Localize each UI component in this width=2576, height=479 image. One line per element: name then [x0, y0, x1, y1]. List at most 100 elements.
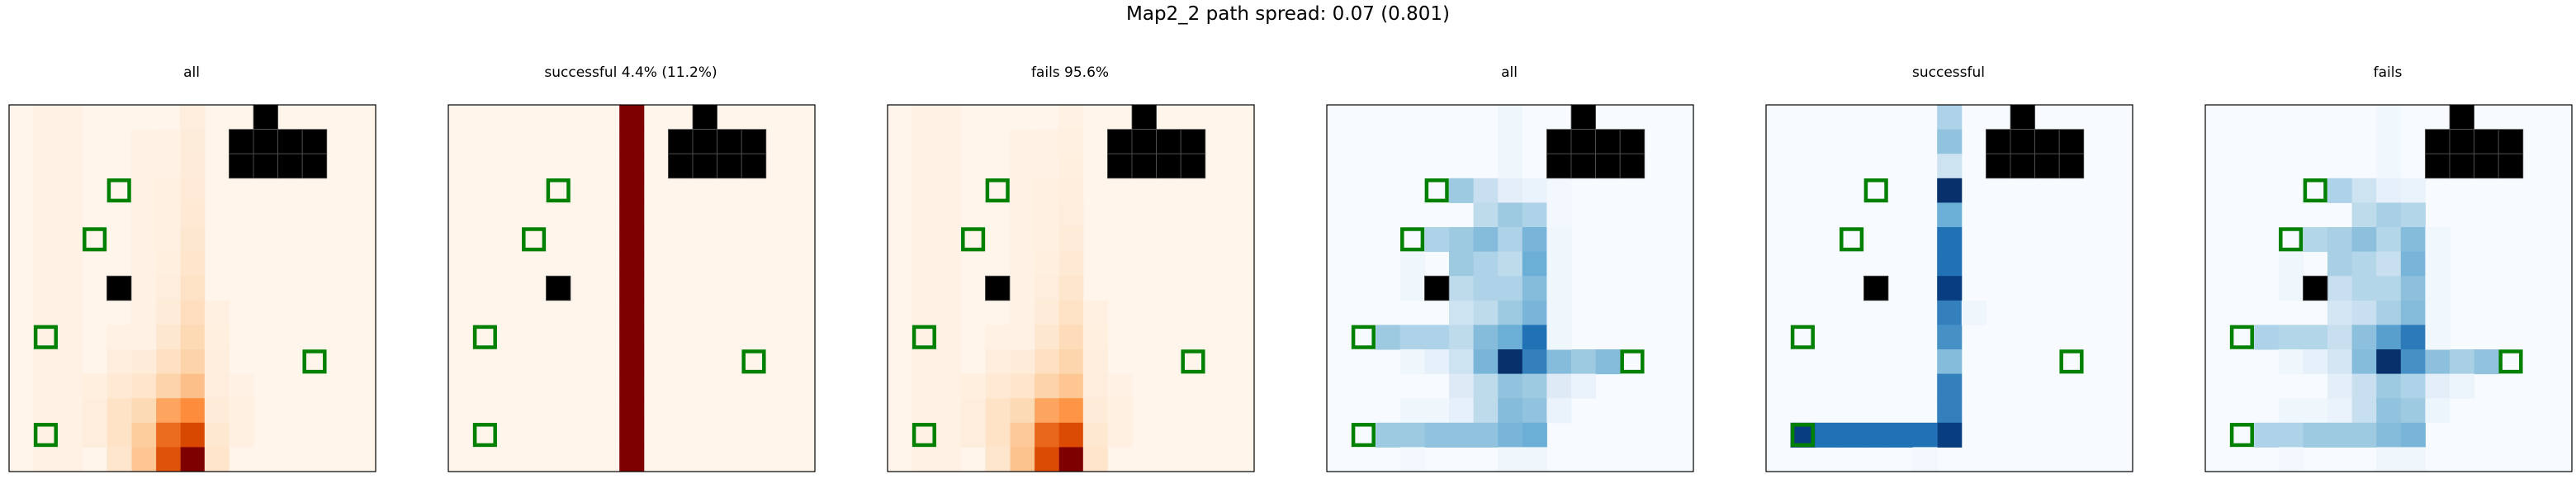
heatmap-cell [936, 129, 962, 154]
goal-marker [741, 349, 766, 374]
heatmap-cell [204, 422, 230, 448]
heatmap-cell [912, 105, 937, 130]
heatmap-cell [58, 178, 83, 203]
obstacle-cell [667, 153, 694, 179]
heatmap-cell [1034, 227, 1059, 253]
goal-marker [522, 227, 547, 252]
heatmap-cell [619, 129, 645, 154]
heatmap-cell [912, 178, 937, 203]
goal-marker [2279, 227, 2304, 252]
heatmap-cell [1498, 300, 1523, 325]
obstacle-cell [2058, 153, 2085, 179]
heatmap-cell [2376, 422, 2402, 448]
heatmap-cell [1010, 276, 1035, 301]
heatmap-cell [1082, 300, 1108, 325]
heatmap-cell [936, 227, 962, 253]
heatmap-cell [1010, 227, 1035, 253]
heatmap-cell [1912, 422, 1938, 448]
heatmap-cell [2327, 300, 2353, 325]
heatmap-cell [204, 300, 230, 325]
heatmap-cell [985, 398, 1011, 424]
heatmap-cell [204, 373, 230, 399]
obstacle-cell [717, 129, 742, 154]
heatmap-cell [58, 325, 83, 350]
heatmap-cell [936, 398, 962, 424]
obstacle-cell [1106, 153, 1133, 179]
heatmap-cell [1522, 447, 1547, 472]
heatmap-cell [936, 300, 962, 325]
heatmap-cell [33, 227, 59, 253]
heatmap-cell [1522, 422, 1547, 448]
goal-marker [83, 227, 107, 252]
heatmap-cell [619, 276, 645, 301]
goal-marker [33, 423, 58, 448]
plot-frame [447, 104, 816, 472]
heatmap-cell [960, 422, 986, 448]
obstacle-cell [2449, 104, 2475, 130]
heatmap-cell [2450, 373, 2475, 399]
heatmap-cell [2351, 251, 2377, 277]
heatmap-cell [2278, 276, 2304, 301]
heatmap-cell [936, 325, 962, 350]
heatmap-plot [1765, 104, 2133, 472]
heatmap-cell [2400, 325, 2426, 350]
heatmap-cell [1449, 251, 1475, 277]
heatmap-cell [1058, 178, 1084, 203]
obstacle-cell [741, 153, 767, 179]
heatmap-cell [1473, 202, 1499, 228]
heatmap-cell [1082, 422, 1108, 448]
heatmap-cell [936, 154, 962, 179]
heatmap-cell [1058, 227, 1084, 253]
goal-marker [546, 178, 571, 203]
panel-title: successful 4.4% (11.2%) [544, 64, 717, 81]
heatmap-cell [936, 447, 962, 472]
heatmap-plot [8, 104, 376, 472]
heatmap-cell [155, 325, 181, 350]
heatmap-cell [180, 227, 206, 253]
heatmap-cell [155, 178, 181, 203]
heatmap-cell [1937, 422, 1963, 448]
obstacle-cell [1619, 129, 1646, 154]
heatmap-cell [1839, 422, 1864, 448]
heatmap-cell [58, 349, 83, 375]
heatmap-cell [912, 300, 937, 325]
heatmap-cell [33, 373, 59, 399]
heatmap-cell [1473, 251, 1499, 277]
heatmap-cell [1595, 349, 1621, 375]
heatmap-cell [1010, 300, 1035, 325]
obstacle-cell [1985, 129, 2011, 154]
heatmap-cell [82, 422, 107, 448]
heatmap-cell [1058, 276, 1084, 301]
plot-frame [8, 104, 376, 472]
heatmap-cell [1424, 227, 1450, 253]
heatmap-cell [2303, 227, 2328, 253]
heatmap-cell [1498, 325, 1523, 350]
heatmap-cell [619, 251, 645, 277]
heatmap-cell [1449, 325, 1475, 350]
heatmap-cell [1399, 422, 1425, 448]
heatmap-cell [131, 325, 157, 350]
heatmap-cell [2303, 398, 2328, 424]
heatmap-cell [1473, 300, 1499, 325]
heatmap-cell [1010, 325, 1035, 350]
obstacle-cell [692, 129, 718, 154]
heatmap-cell [960, 398, 986, 424]
heatmap-cell [912, 251, 937, 277]
obstacle-cell [1570, 129, 1597, 154]
heatmap-cell [1449, 227, 1475, 253]
heatmap-cell [58, 373, 83, 399]
heatmap-cell [936, 202, 962, 228]
heatmap-cell [2278, 251, 2304, 277]
heatmap-cell [1449, 300, 1475, 325]
heatmap-cell [58, 276, 83, 301]
obstacle-cell [1570, 104, 1597, 130]
heatmap-cell [619, 349, 645, 375]
heatmap-cell [1449, 422, 1475, 448]
heatmap-cell [2376, 129, 2402, 154]
obstacle-cell [253, 153, 279, 179]
heatmap-cell [2376, 398, 2402, 424]
goal-marker [472, 325, 497, 349]
heatmap-cell [1058, 251, 1084, 277]
goal-marker [912, 423, 936, 448]
heatmap-cell [1522, 276, 1547, 301]
